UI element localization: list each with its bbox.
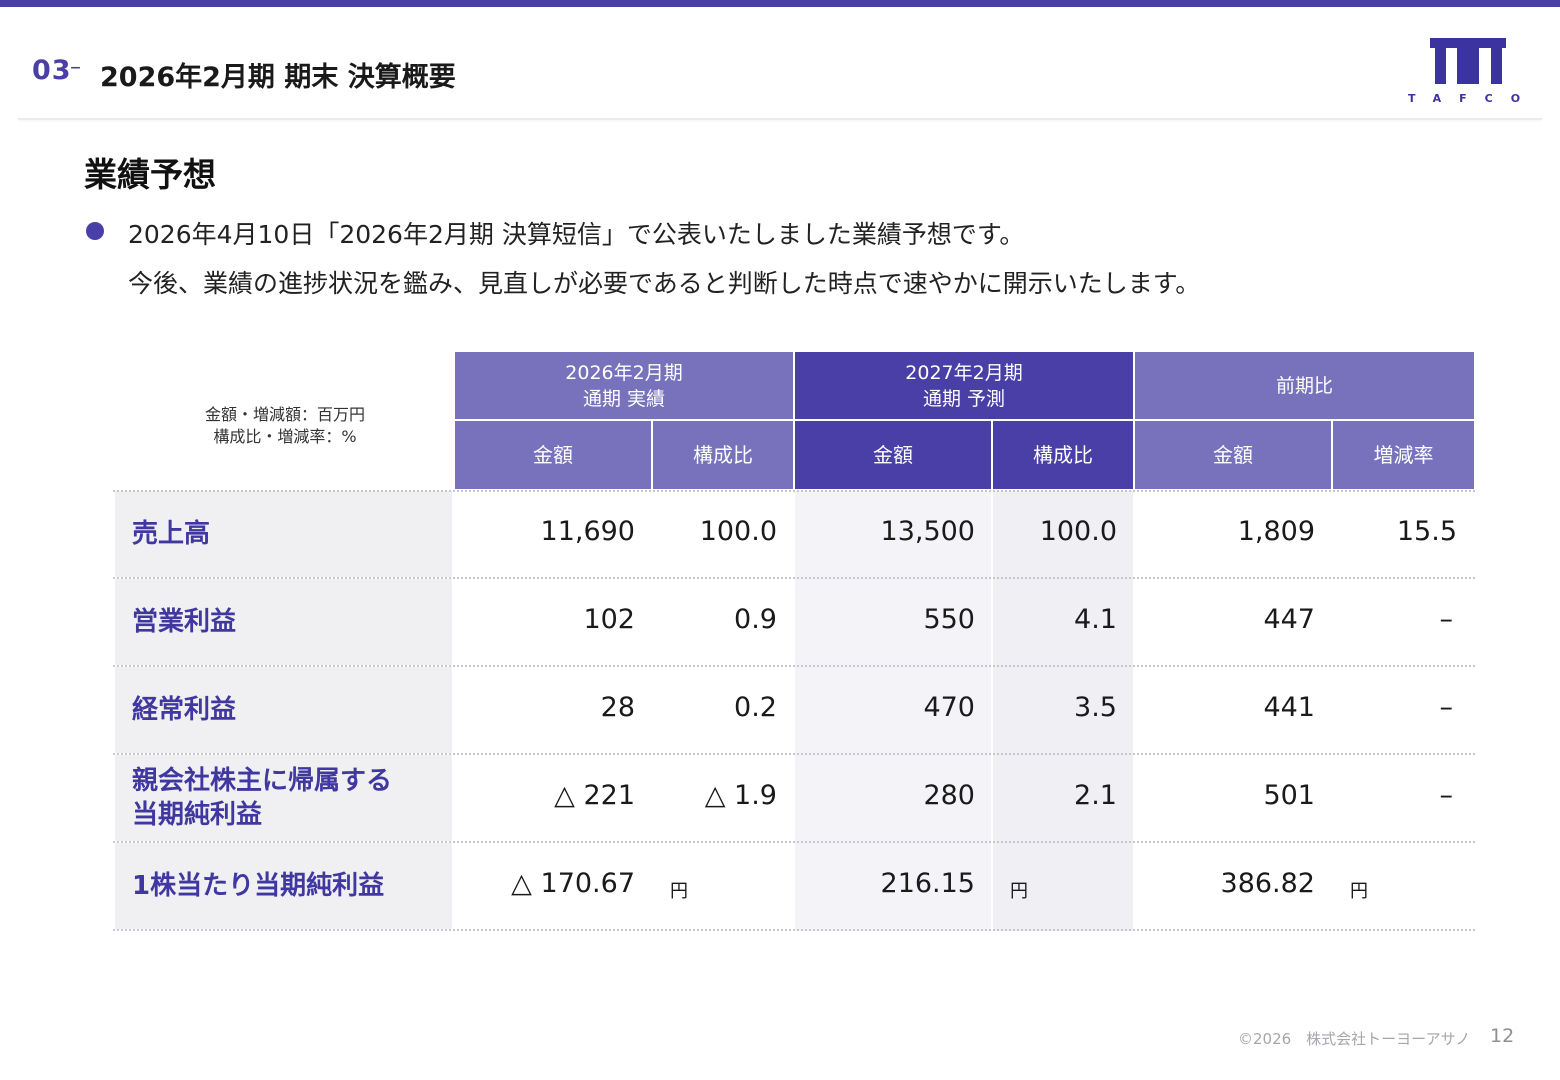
net-actual-ratio: △ 1.9 xyxy=(704,780,777,811)
sales-forecast-amount: 13,500 xyxy=(880,516,975,547)
eps-forecast-amount: 216.15 xyxy=(880,868,975,899)
ordinary-actual-ratio: 0.2 xyxy=(734,692,777,723)
operating-compare-amount: 447 xyxy=(1263,604,1315,635)
subheader-actual-amount: 金額 xyxy=(455,421,651,489)
logo-wordmark: TAFCO xyxy=(1408,92,1539,105)
section-dash: – xyxy=(70,55,81,80)
subheader-compare-amount: 金額 xyxy=(1135,421,1331,489)
net-compare-amount: 501 xyxy=(1263,780,1315,811)
top-accent-bar xyxy=(0,0,1560,7)
unit-note-ratio: 構成比・増減率：% xyxy=(213,427,357,446)
sales-actual-ratio: 100.0 xyxy=(699,516,777,547)
row-divider xyxy=(113,577,1475,579)
row-label-eps: 1株当たり当期純利益 xyxy=(115,843,452,929)
eps-actual-amount: △ 170.67 xyxy=(511,868,635,899)
header-yoy-compare: 前期比 xyxy=(1135,352,1474,419)
section-number: 03 xyxy=(32,55,72,86)
operating-forecast-ratio: 4.1 xyxy=(1074,604,1117,635)
sales-forecast-ratio: 100.0 xyxy=(1039,516,1117,547)
header-forecast-type: 通期 予測 xyxy=(922,387,1006,410)
header-actual-fy2026: 2026年2月期 通期 実績 xyxy=(455,352,793,419)
row-divider xyxy=(113,665,1475,667)
unit-note-amount: 金額・増減額：百万円 xyxy=(204,405,365,424)
operating-actual-ratio: 0.9 xyxy=(734,604,777,635)
forecast-ratio-column-shade xyxy=(993,491,1133,931)
description-line-2: 今後、業績の進捗状況を鑑み、見直しが必要であると判断した時点で速やかに開示いたし… xyxy=(128,269,1201,298)
row-divider xyxy=(113,841,1475,843)
row-label-ordinary-profit: 経常利益 xyxy=(115,667,452,753)
row-label-net-profit: 親会社株主に帰属する 当期純利益 xyxy=(115,755,452,841)
subheader-forecast-amount: 金額 xyxy=(795,421,991,489)
section-title: 2026年2月期 期末 決算概要 xyxy=(100,62,456,93)
header-forecast-period: 2027年2月期 xyxy=(905,361,1023,384)
description-line-1: 2026年4月10日「2026年2月期 決算短信」で公表いたしました業績予想です… xyxy=(128,220,1025,249)
operating-forecast-amount: 550 xyxy=(923,604,975,635)
operating-compare-rate: – xyxy=(1439,604,1454,635)
row-label-net-profit-line2: 当期純利益 xyxy=(132,800,263,830)
bullet-icon xyxy=(86,222,104,240)
sales-compare-amount: 1,809 xyxy=(1237,516,1315,547)
header-actual-type: 通期 実績 xyxy=(582,387,666,410)
sales-actual-amount: 11,690 xyxy=(540,516,635,547)
row-divider xyxy=(113,753,1475,755)
row-divider xyxy=(113,490,1475,492)
slide-header: 03 – 2026年2月期 期末 決算概要 xyxy=(0,7,1560,119)
header-actual-period: 2026年2月期 xyxy=(565,361,683,384)
ordinary-compare-rate: – xyxy=(1439,692,1454,723)
eps-forecast-unit: 円 xyxy=(1010,881,1028,902)
net-forecast-ratio: 2.1 xyxy=(1074,780,1117,811)
subheader-forecast-ratio: 構成比 xyxy=(993,421,1133,489)
subheader-compare-rate: 増減率 xyxy=(1333,421,1474,489)
operating-actual-amount: 102 xyxy=(583,604,635,635)
eps-compare-amount: 386.82 xyxy=(1220,868,1315,899)
eps-actual-unit: 円 xyxy=(670,881,688,902)
company-logo-icon xyxy=(1430,38,1506,84)
row-label-net-profit-line1: 親会社株主に帰属する xyxy=(132,766,393,796)
row-label-operating-profit: 営業利益 xyxy=(115,579,452,665)
eps-compare-unit: 円 xyxy=(1350,881,1368,902)
net-actual-amount: △ 221 xyxy=(554,780,635,811)
header-forecast-fy2027: 2027年2月期 通期 予測 xyxy=(795,352,1133,419)
subheader-actual-ratio: 構成比 xyxy=(653,421,793,489)
ordinary-actual-amount: 28 xyxy=(600,692,635,723)
ordinary-forecast-ratio: 3.5 xyxy=(1074,692,1117,723)
row-divider xyxy=(113,929,1475,931)
unit-note: 金額・増減額：百万円 構成比・増減率：% xyxy=(150,404,420,448)
page-heading: 業績予想 xyxy=(84,155,216,194)
ordinary-forecast-amount: 470 xyxy=(923,692,975,723)
ordinary-compare-amount: 441 xyxy=(1263,692,1315,723)
row-label-sales: 売上高 xyxy=(115,491,452,577)
header-compare-label: 前期比 xyxy=(1275,374,1333,397)
header-divider xyxy=(18,118,1542,120)
net-forecast-amount: 280 xyxy=(923,780,975,811)
page-number: 12 xyxy=(1490,1025,1515,1047)
footer-copyright: ©2026 株式会社トーヨーアサノ xyxy=(1238,1030,1471,1048)
net-compare-rate: – xyxy=(1439,780,1454,811)
sales-compare-rate: 15.5 xyxy=(1396,516,1457,547)
forecast-amount-column-shade xyxy=(795,491,991,931)
